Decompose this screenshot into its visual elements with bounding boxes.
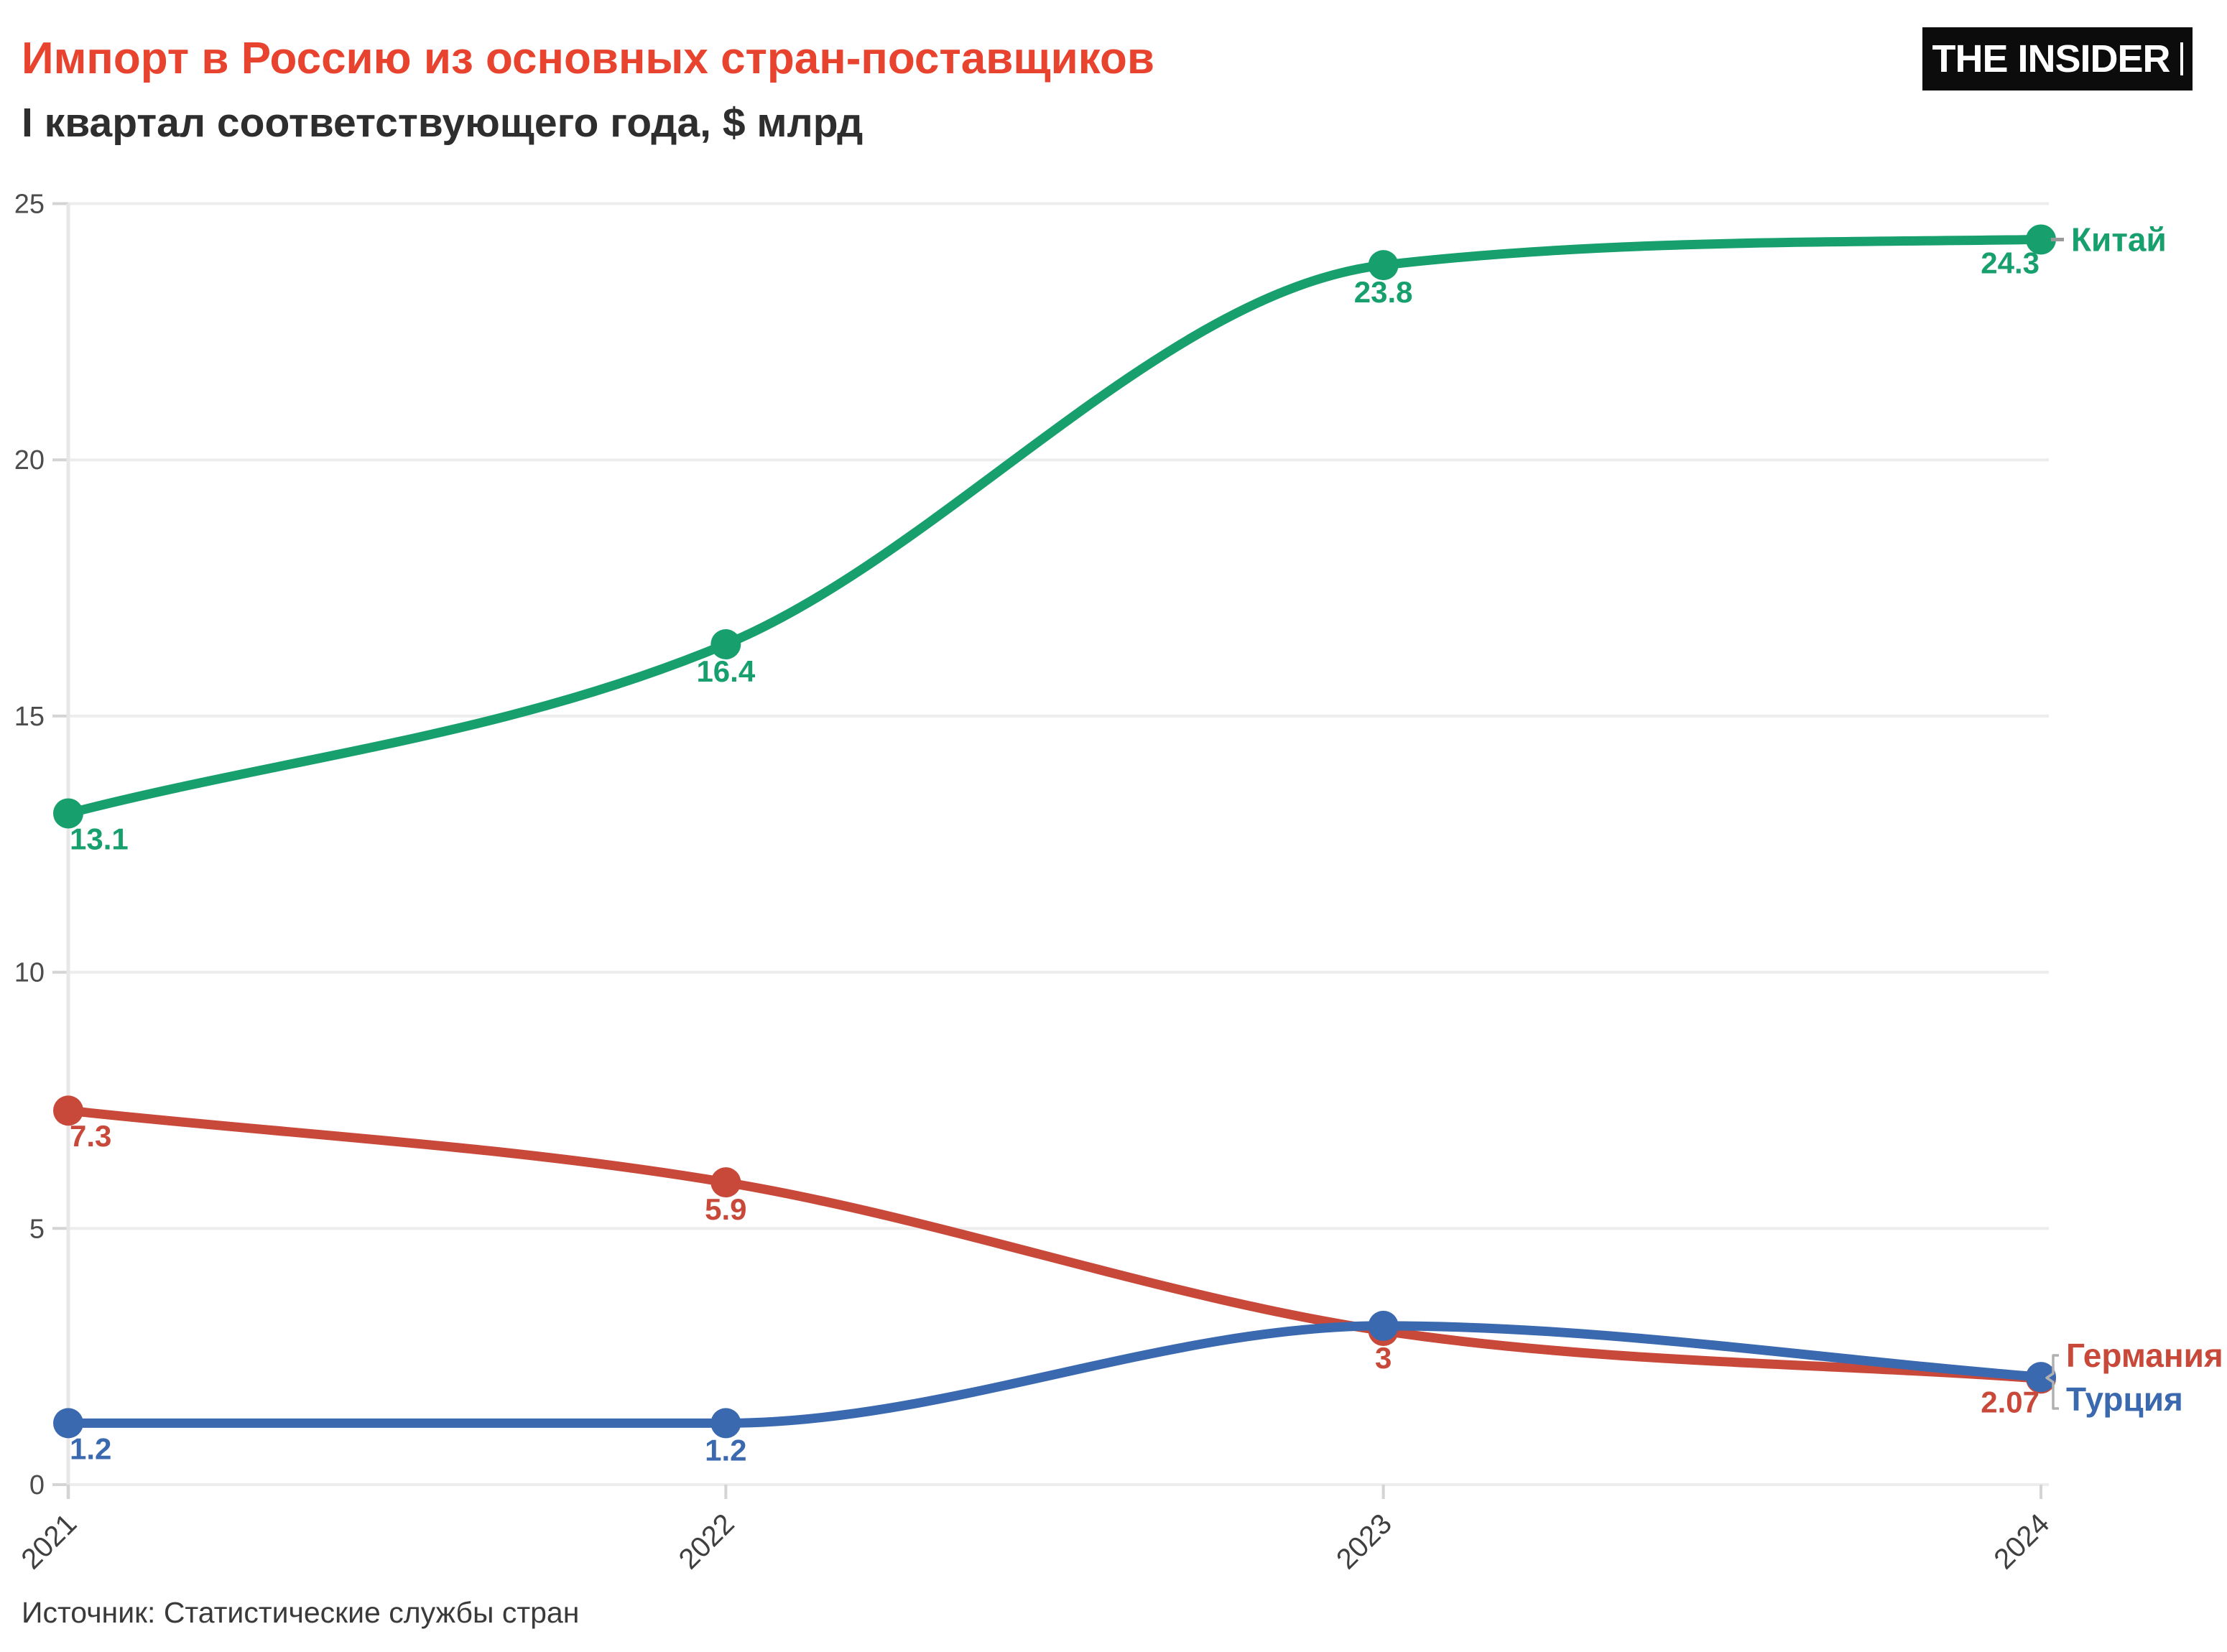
y-axis-label: 10 (14, 958, 45, 988)
turkey-data-point (1368, 1310, 1399, 1341)
turkey-data-point (53, 1408, 83, 1439)
turkey-line (63, 1321, 2046, 1428)
turkey-value-label: 1.2 (705, 1433, 746, 1467)
y-axis-label: 20 (14, 445, 45, 475)
china-line (63, 234, 2046, 818)
germany-turkey-bracket (2045, 1354, 2059, 1410)
turkey-data-point (710, 1408, 741, 1439)
logo-cursor-bar (2180, 42, 2183, 75)
china-series: 13.1 16.4 23.8 24.3 (53, 224, 2056, 855)
germany-series: 7.3 5.9 3 2.07 (53, 1095, 2056, 1419)
turkey-series-label: Турция (2066, 1380, 2183, 1418)
china-value-label: 13.1 (70, 822, 129, 855)
turkey-value-label: 1.2 (70, 1431, 111, 1465)
series-end-labels: Китай Германия Турция (2045, 221, 2223, 1418)
germany-value-label: 5.9 (705, 1192, 746, 1226)
x-axis-label: 2022 (673, 1508, 741, 1575)
germany-data-point (53, 1095, 83, 1126)
germany-value-label: 7.3 (70, 1119, 111, 1153)
china-data-point (710, 629, 741, 660)
germany-data-point (710, 1167, 741, 1198)
y-axis-label: 25 (14, 190, 45, 220)
germany-series-label: Германия (2066, 1337, 2223, 1374)
germany-line (63, 1105, 2046, 1383)
the-insider-logo: THE INSIDER (1922, 27, 2193, 91)
y-axis-label: 5 (29, 1214, 45, 1244)
page-title: Импорт в Россию из основных стран-постав… (22, 34, 1154, 83)
turkey-series: 1.2 1.2 (53, 1310, 2056, 1467)
y-axis-label: 0 (29, 1470, 45, 1500)
x-axis-group: 2021 2022 2023 2024 (15, 1485, 2055, 1575)
x-axis-label: 2023 (1330, 1508, 1398, 1575)
turkey-data-point (2025, 1362, 2056, 1393)
germany-value-label: 3 (1375, 1341, 1392, 1375)
china-data-point (53, 798, 83, 829)
china-series-label: Китай (2071, 221, 2167, 258)
china-value-label: 23.8 (1354, 275, 1413, 309)
china-data-point (2025, 224, 2056, 255)
gridlines-group: 0 5 10 15 20 25 (14, 190, 2049, 1500)
china-data-point (1368, 250, 1399, 281)
x-axis-label: 2021 (15, 1508, 83, 1575)
y-axis-label: 15 (14, 702, 45, 732)
logo-text: THE INSIDER (1932, 37, 2170, 80)
germany-value-label: 2.07 (1981, 1385, 2040, 1419)
source-note: Источник: Статистические службы стран (22, 1596, 580, 1629)
x-axis-label: 2024 (1988, 1508, 2055, 1575)
china-value-label: 24.3 (1981, 246, 2040, 279)
china-value-label: 16.4 (696, 654, 755, 688)
page-subtitle: I квартал соответствующего года, $ млрд (22, 100, 864, 146)
